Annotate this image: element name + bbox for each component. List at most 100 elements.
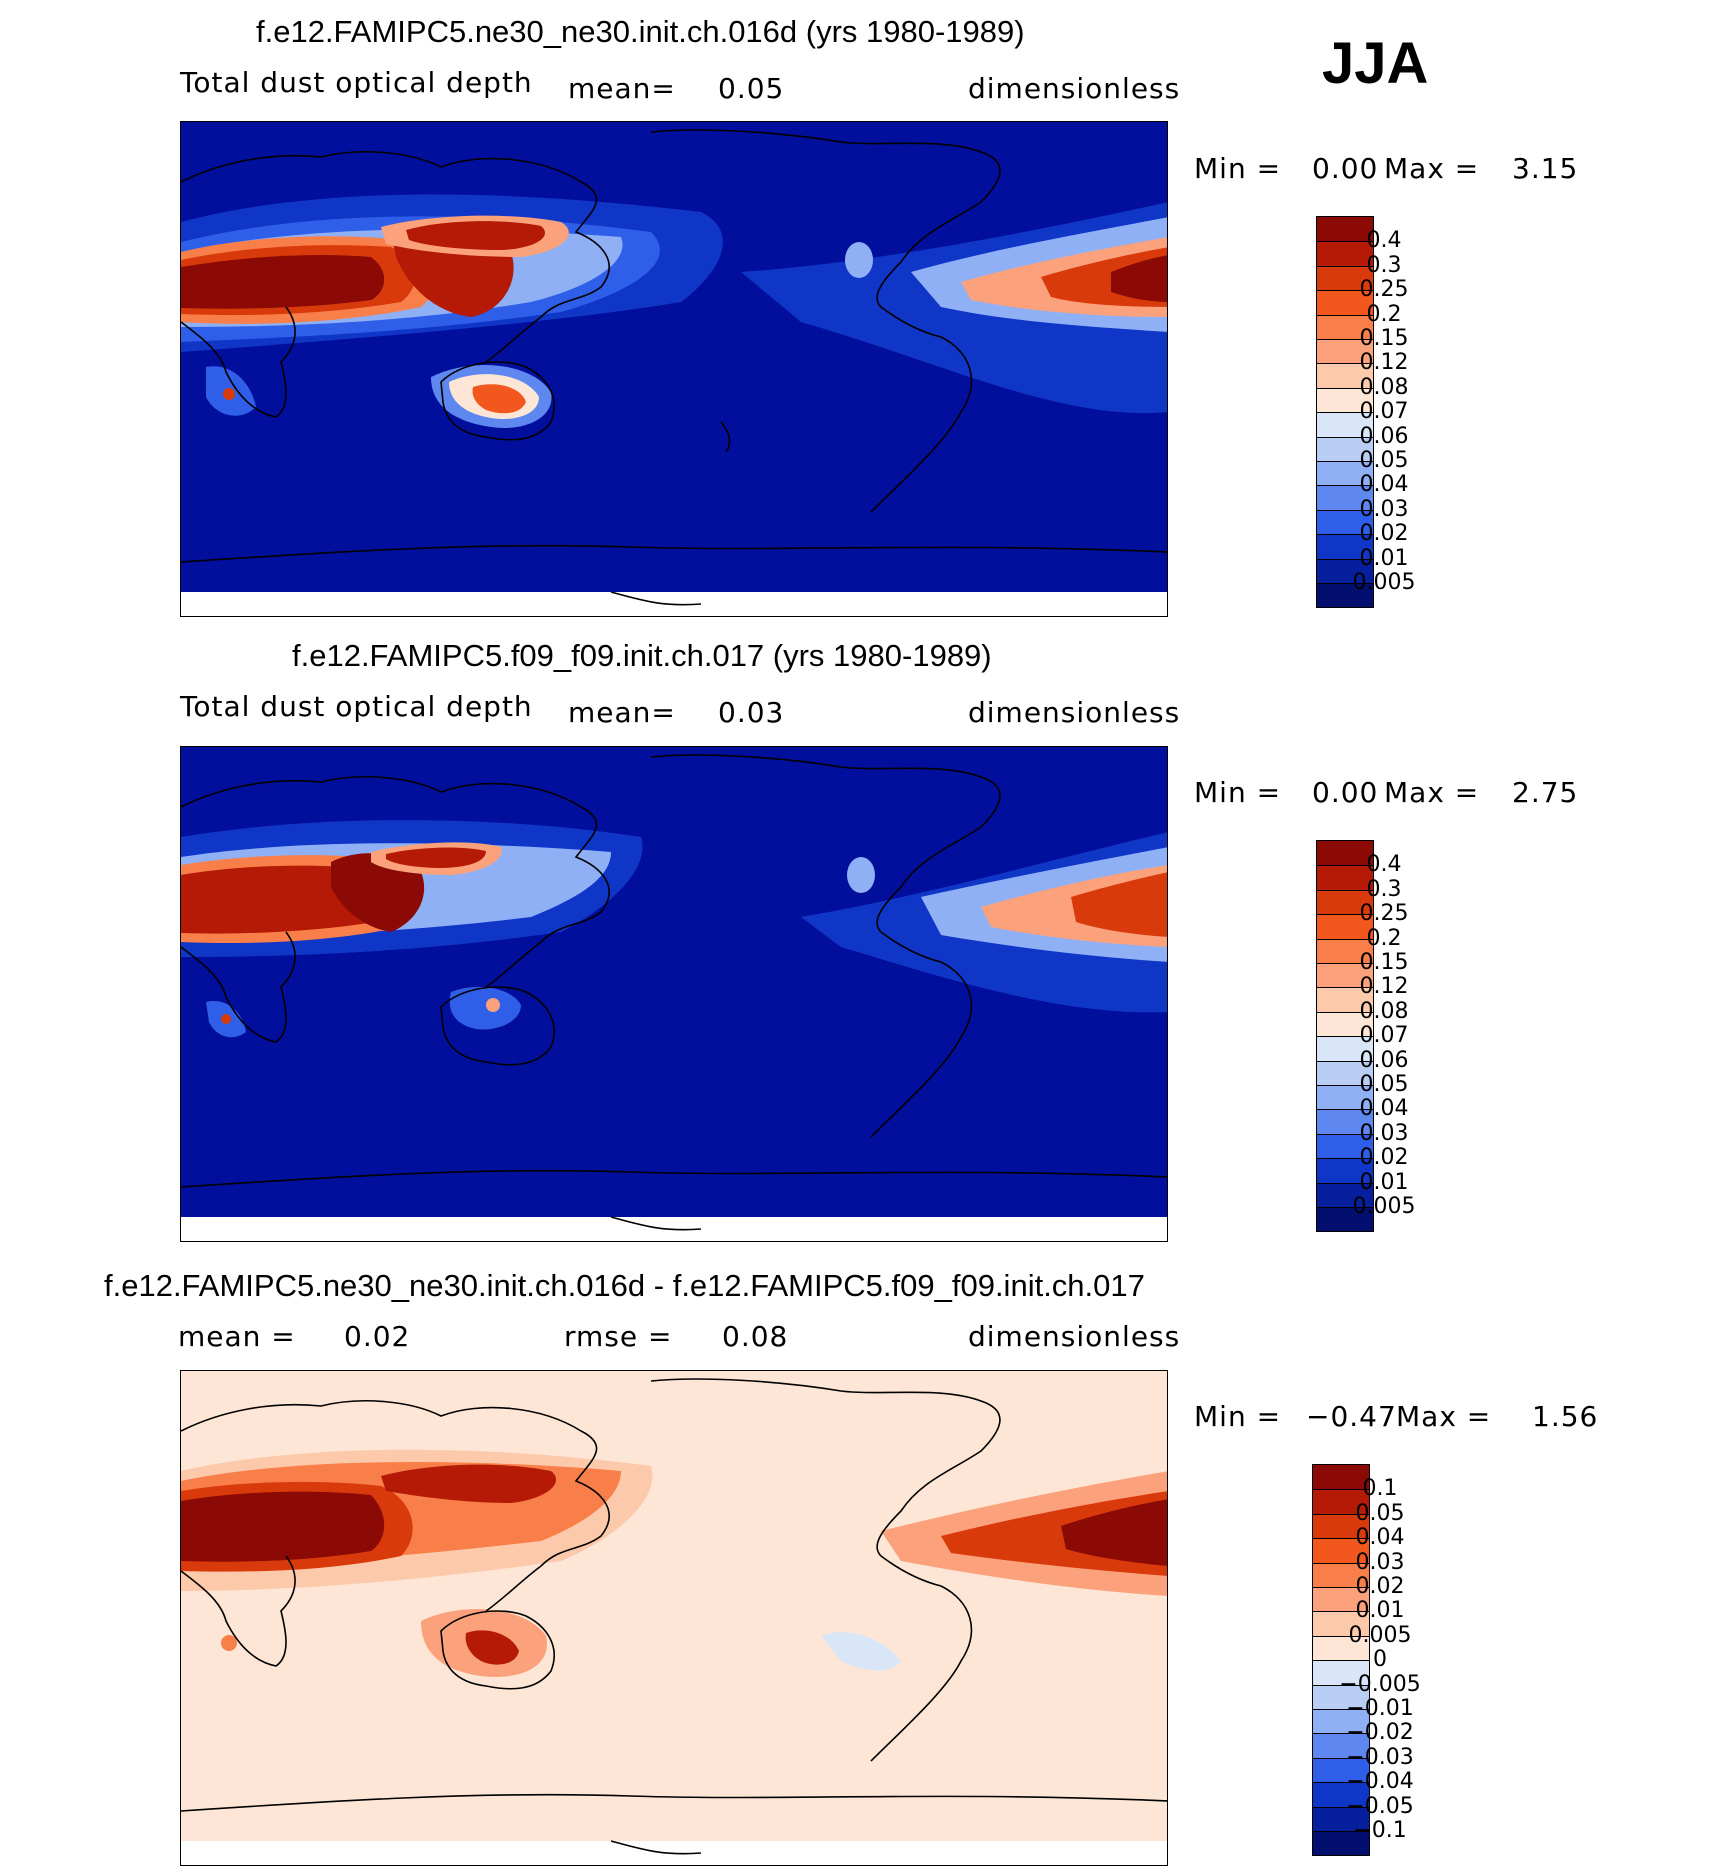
panel-3-title: f.e12.FAMIPC5.ne30_ne30.init.ch.016d - f…: [104, 1268, 1145, 1303]
australia-dust: [486, 998, 500, 1012]
colorbar-swatch: [1317, 1207, 1373, 1232]
colorbar-swatch: [1313, 1757, 1369, 1783]
colorbar-swatch: [1313, 1806, 1369, 1831]
panel-2-title: f.e12.FAMIPC5.f09_f09.init.ch.017 (yrs 1…: [292, 638, 992, 673]
diff-australia-core: [465, 1630, 519, 1665]
colorbar-swatch: [1313, 1611, 1369, 1636]
colorbar-tick-label: 0.01: [1359, 1169, 1409, 1195]
panel-3-map: [180, 1370, 1168, 1866]
panel-1-units: dimensionless: [968, 72, 1181, 105]
colorbar-tick-label: 0.08: [1359, 374, 1409, 400]
s-africa-dust: [223, 388, 235, 400]
panel-1-min-label: Min =: [1194, 152, 1282, 185]
panel-1-map: [180, 121, 1168, 617]
colorbar-tick-label: −0.04: [1346, 1769, 1414, 1795]
colorbar-swatch: [1317, 436, 1373, 461]
arabia-dust: [331, 853, 425, 932]
panel-1-variable-label: Total dust optical depth: [180, 66, 533, 99]
colorbar-swatch: [1313, 1562, 1369, 1587]
colorbar-tick-label: 0.04: [1359, 1096, 1409, 1122]
atlantic-plume-core: [1071, 872, 1167, 937]
colorbar-swatch: [1317, 558, 1373, 583]
colorbar-tick-label: 0.25: [1359, 277, 1409, 303]
colorbar-swatch: [1317, 461, 1373, 486]
colorbar-tick-label: 0.07: [1359, 399, 1409, 425]
colorbar-swatch: [1313, 1465, 1369, 1490]
panel-3-map-svg: [181, 1371, 1167, 1865]
colorbar-tick-label: 0.02: [1359, 1145, 1409, 1171]
mexico-dust: [847, 857, 875, 893]
coastlines: [181, 754, 1167, 1231]
panel-1-title: f.e12.FAMIPC5.ne30_ne30.init.ch.016d (yr…: [256, 14, 1025, 49]
colorbar-tick-label: −0.01: [1346, 1696, 1414, 1721]
colorbar-swatch: [1317, 339, 1373, 364]
colorbar-tick-label: 0.07: [1359, 1023, 1409, 1049]
colorbar-tick-label: 0.4: [1366, 852, 1402, 878]
colorbar-tick-label: 0.03: [1359, 496, 1409, 522]
australia-dust-core: [472, 384, 526, 414]
colorbar-swatch: [1313, 1587, 1369, 1612]
panel-1-max-label: Max =: [1384, 152, 1480, 185]
colorbar-tick-label: 0.04: [1359, 472, 1409, 498]
colorbar-tick-label: 0.4: [1366, 228, 1402, 254]
colorbar-tick-label: 0.005: [1352, 570, 1416, 595]
diff-background: [181, 1371, 1167, 1841]
panel-1-min-value: 0.00: [1312, 152, 1379, 185]
colorbar-tick-label: 0.15: [1359, 326, 1409, 351]
colorbar-tick-label: 0.03: [1359, 1120, 1409, 1146]
colorbar-tick-label: 0.06: [1359, 423, 1409, 449]
panel-1-mean-value: 0.05: [718, 72, 785, 105]
colorbar-swatch: [1313, 1831, 1369, 1856]
panel-2-colorbar: 0.4 0.3 0.25 0.2 0.15 0.12 0.08 0.07 0.06 0.05 0.0…: [1316, 840, 1415, 1233]
panel-3-mean-label: mean =: [178, 1320, 296, 1353]
colorbar-swatch: [1317, 241, 1373, 266]
colorbar-tick-label: 0.12: [1359, 350, 1409, 376]
sahara-dust-core: [181, 255, 385, 309]
panel-2-max-label: Max =: [1384, 776, 1480, 809]
colorbar-swatch: [1313, 1782, 1369, 1807]
colorbar-swatch: [1317, 987, 1373, 1012]
colorbar-tick-label: 0.3: [1366, 252, 1402, 278]
colorbar-swatch: [1317, 534, 1373, 559]
colorbar-tick-label: 0.25: [1359, 901, 1409, 927]
gobi-dust-core: [406, 221, 545, 250]
diff-sahara-core: [181, 1491, 385, 1562]
panel-3-units: dimensionless: [968, 1320, 1181, 1353]
colorbar-tick-label: 0.12: [1359, 974, 1409, 1000]
colorbar-swatch: [1317, 314, 1373, 339]
panel-3-max-value: 1.56: [1532, 1400, 1599, 1433]
panel-1-colorbar: 0.4 0.3 0.25 0.2 0.15 0.12 0.08 0.07 0.06 0.05 0.0…: [1316, 216, 1415, 609]
colorbar-tick-label: 0.01: [1355, 1598, 1405, 1624]
mexico-dust: [845, 242, 873, 278]
colorbar-tick-label: 0.03: [1355, 1549, 1405, 1575]
colorbar-swatch: [1313, 1684, 1369, 1709]
colorbar-swatch: [1313, 1489, 1369, 1514]
panel-1-map-svg: [181, 122, 1167, 616]
panel-2-min-label: Min =: [1194, 776, 1282, 809]
panel-2-mean-value: 0.03: [718, 696, 785, 729]
panel-2-variable-label: Total dust optical depth: [180, 690, 533, 723]
colorbar-swatch: [1317, 938, 1373, 963]
s-africa-dust: [221, 1014, 231, 1024]
colorbar-swatch: [1317, 1182, 1373, 1207]
panel-1-max-value: 3.15: [1512, 152, 1579, 185]
panel-3-rmse-label: rmse =: [564, 1320, 673, 1353]
colorbar-swatch: [1317, 485, 1373, 510]
colorbar-tick-label: 0.02: [1359, 521, 1409, 547]
colorbar-tick-label: −0.03: [1346, 1744, 1414, 1770]
colorbar-swatch: [1313, 1709, 1369, 1734]
colorbar-tick-label: 0.005: [1348, 1622, 1412, 1648]
panel-2-map-svg: [181, 747, 1167, 1241]
colorbar-tick-label: 0: [1373, 1647, 1387, 1673]
panel-2-units: dimensionless: [968, 696, 1181, 729]
diff-s-america-negative: [821, 1632, 901, 1671]
colorbar-tick-label: 0.1: [1362, 1476, 1398, 1502]
colorbar-tick-label: 0.15: [1359, 950, 1409, 975]
colorbar-tick-label: 0.2: [1366, 925, 1402, 951]
colorbar-swatch: [1317, 363, 1373, 388]
colorbar-strip: [1316, 840, 1374, 1233]
panel-3-min-label: Min =: [1194, 1400, 1282, 1433]
colorbar-tick-label: 0.05: [1355, 1500, 1405, 1526]
colorbar-tick-label: 0.05: [1359, 448, 1409, 473]
panel-2-max-value: 2.75: [1512, 776, 1579, 809]
